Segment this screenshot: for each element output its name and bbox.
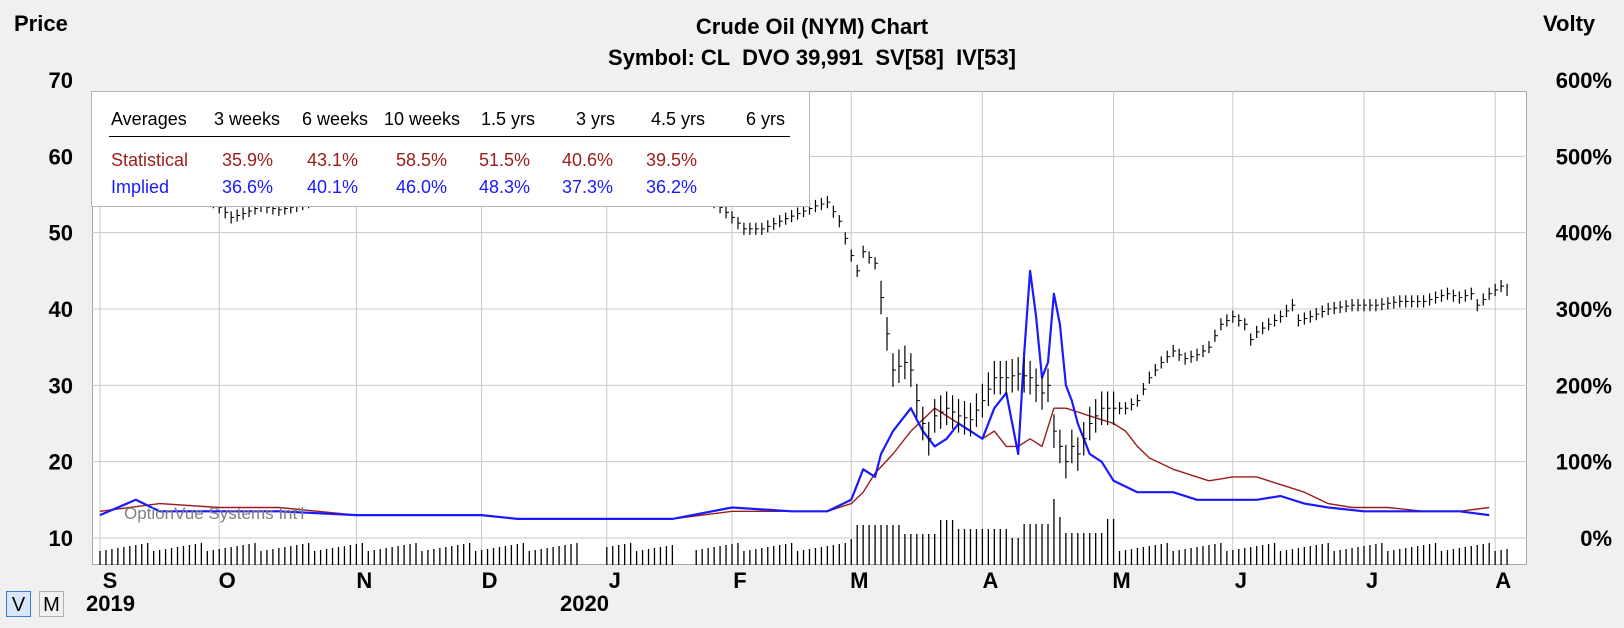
y-tick-label-left: 60	[49, 144, 73, 169]
x-month-label: D	[482, 568, 498, 593]
x-month-label: J	[1366, 568, 1378, 593]
y-tick-label-left: 50	[49, 221, 73, 246]
year-label-2019: 2019	[86, 591, 135, 616]
year-label-2020: 2020	[560, 591, 609, 616]
x-month-label: F	[733, 568, 746, 593]
table-header-3w: 3 weeks	[214, 109, 281, 129]
y-tick-label-right: 100%	[1556, 450, 1612, 475]
y-tick-label-left: 10	[49, 526, 73, 551]
y-tick-label-left: 70	[49, 68, 73, 93]
averages-table: Averages 3 weeks 6 weeks 10 weeks 1.5 yr…	[91, 91, 810, 207]
y-tick-label-right: 400%	[1556, 221, 1612, 246]
stat-label: Statistical	[111, 150, 189, 170]
stat-6w: 43.1%	[307, 150, 359, 170]
y-tick-label-right: 300%	[1556, 297, 1612, 322]
statistical-volatility-line	[99, 407, 1490, 520]
table-header-6w: 6 weeks	[302, 109, 369, 129]
table-header-15y: 1.5 yrs	[481, 109, 536, 129]
chart-title: Crude Oil (NYM) Chart	[695, 14, 929, 39]
stat-3w: 35.9%	[222, 150, 274, 170]
stat-15y: 51.5%	[479, 150, 531, 170]
x-month-label: M	[850, 568, 868, 593]
stat-3y: 40.6%	[562, 150, 614, 170]
y-tick-label-right: 500%	[1556, 144, 1612, 169]
impl-3w: 36.6%	[222, 177, 274, 197]
table-rule	[109, 136, 790, 137]
y-tick-label-left: 20	[49, 450, 73, 475]
impl-15y: 48.3%	[479, 177, 531, 197]
y-tick-label-right: 600%	[1556, 68, 1612, 93]
impl-45y: 36.2%	[646, 177, 698, 197]
x-month-label: A	[982, 568, 998, 593]
impl-10w: 46.0%	[396, 177, 448, 197]
table-header-3y: 3 yrs	[576, 109, 616, 129]
left-axis-title: Price	[14, 11, 68, 36]
stat-10w: 58.5%	[396, 150, 448, 170]
table-header-6y: 6 yrs	[746, 109, 786, 129]
table-header-45y: 4.5 yrs	[651, 109, 706, 129]
table-header-averages: Averages	[111, 109, 187, 129]
impl-6w: 40.1%	[307, 177, 359, 197]
m-toggle-button[interactable]: M	[39, 591, 64, 617]
table-header-10w: 10 weeks	[384, 109, 461, 129]
impl-3y: 37.3%	[562, 177, 614, 197]
y-tick-label-left: 30	[49, 373, 73, 398]
y-tick-label-right: 0%	[1580, 526, 1612, 551]
impl-label: Implied	[111, 177, 170, 197]
x-month-label: N	[356, 568, 372, 593]
implied-volatility-line	[99, 269, 1490, 521]
y-tick-label-left: 40	[49, 297, 73, 322]
x-month-label: J	[1235, 568, 1247, 593]
x-month-label: M	[1112, 568, 1130, 593]
x-month-label: A	[1495, 568, 1511, 593]
watermark: OptionVue Systems Int'l	[124, 504, 305, 523]
x-month-label: J	[609, 568, 621, 593]
x-month-label: S	[103, 568, 118, 593]
chart-subtitle: Symbol: CL DVO 39,991 SV[58] IV[53]	[608, 45, 1016, 70]
x-month-label: O	[219, 568, 236, 593]
volume-toggle-button[interactable]: V	[6, 591, 31, 617]
y-tick-label-right: 200%	[1556, 373, 1612, 398]
stat-45y: 39.5%	[646, 150, 698, 170]
right-axis-title: Volty	[1543, 11, 1596, 36]
